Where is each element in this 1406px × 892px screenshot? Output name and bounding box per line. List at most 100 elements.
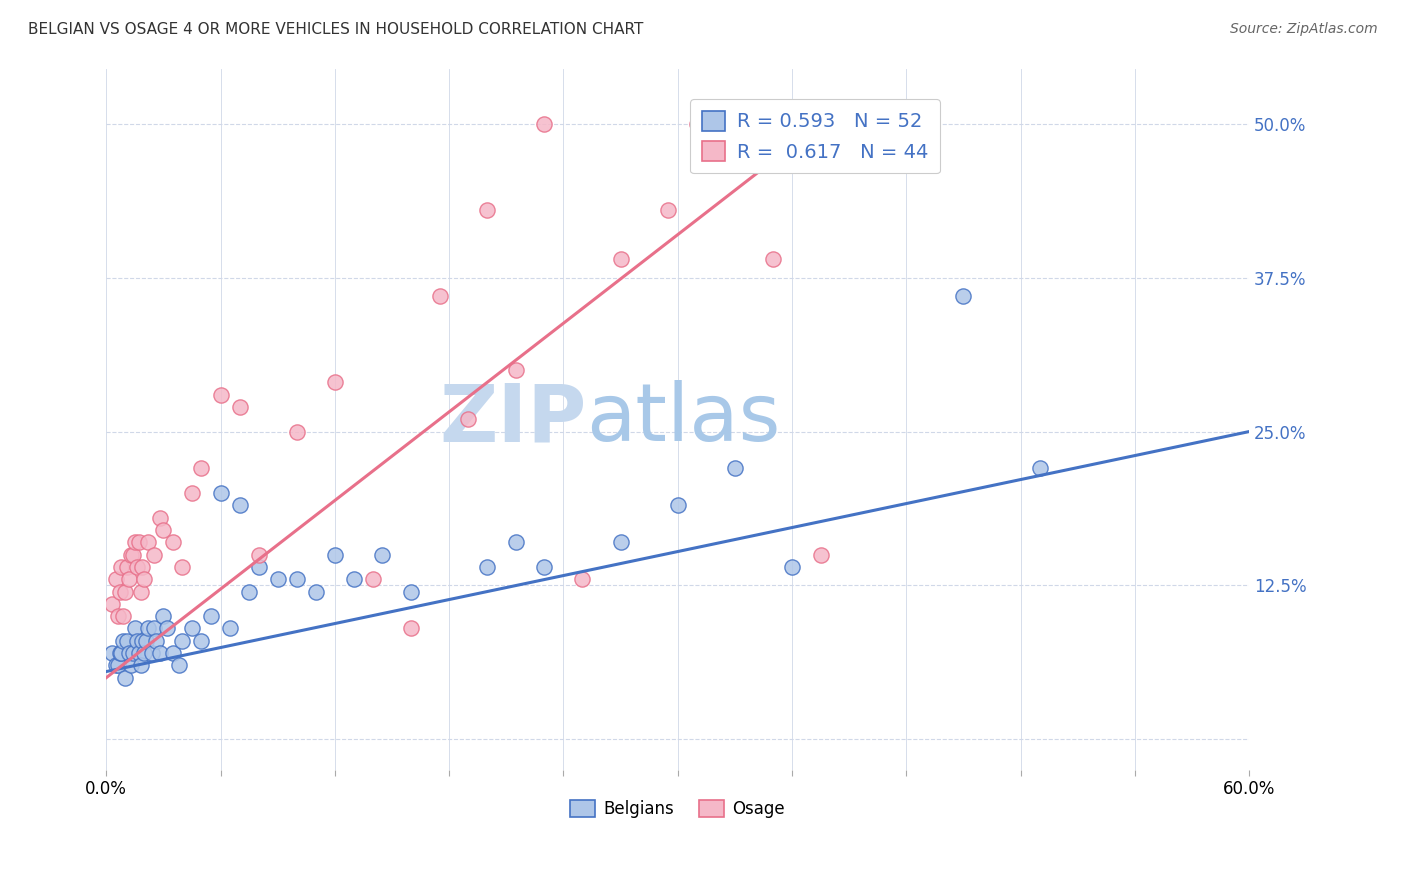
Point xyxy=(399,622,422,636)
Point xyxy=(780,560,803,574)
Point xyxy=(124,622,146,636)
Point xyxy=(162,646,184,660)
Point xyxy=(115,633,138,648)
Point xyxy=(190,461,212,475)
Point xyxy=(266,572,288,586)
Point xyxy=(118,572,141,586)
Point xyxy=(172,560,194,574)
Point xyxy=(247,548,270,562)
Point xyxy=(724,461,747,475)
Point xyxy=(114,584,136,599)
Point xyxy=(209,486,232,500)
Point xyxy=(609,535,631,549)
Point xyxy=(118,646,141,660)
Text: atlas: atlas xyxy=(586,380,780,458)
Point xyxy=(128,535,150,549)
Point xyxy=(323,376,346,390)
Point xyxy=(952,289,974,303)
Point xyxy=(247,560,270,574)
Point xyxy=(156,622,179,636)
Point xyxy=(152,609,174,624)
Point xyxy=(142,548,165,562)
Point xyxy=(112,609,135,624)
Point xyxy=(571,572,593,586)
Point xyxy=(101,597,124,611)
Point xyxy=(609,252,631,267)
Point xyxy=(724,153,747,168)
Point xyxy=(124,535,146,549)
Point xyxy=(145,633,167,648)
Point xyxy=(167,658,190,673)
Legend: Belgians, Osage: Belgians, Osage xyxy=(564,793,792,825)
Point xyxy=(134,646,156,660)
Point xyxy=(686,117,709,131)
Point xyxy=(110,560,132,574)
Text: BELGIAN VS OSAGE 4 OR MORE VEHICLES IN HOUSEHOLD CORRELATION CHART: BELGIAN VS OSAGE 4 OR MORE VEHICLES IN H… xyxy=(28,22,644,37)
Point xyxy=(134,572,156,586)
Point xyxy=(125,633,148,648)
Point xyxy=(107,609,129,624)
Point xyxy=(305,584,328,599)
Point xyxy=(162,535,184,549)
Point xyxy=(128,646,150,660)
Point xyxy=(343,572,366,586)
Point xyxy=(228,499,250,513)
Point xyxy=(115,560,138,574)
Point xyxy=(666,499,689,513)
Point xyxy=(200,609,222,624)
Point xyxy=(101,646,124,660)
Point xyxy=(477,202,499,217)
Point xyxy=(657,202,679,217)
Point xyxy=(285,425,308,439)
Point xyxy=(505,535,527,549)
Point xyxy=(122,646,145,660)
Point xyxy=(190,633,212,648)
Point xyxy=(1028,461,1050,475)
Point xyxy=(371,548,394,562)
Point xyxy=(131,560,153,574)
Point xyxy=(361,572,384,586)
Point xyxy=(533,560,555,574)
Point xyxy=(142,622,165,636)
Point xyxy=(505,363,527,377)
Text: Source: ZipAtlas.com: Source: ZipAtlas.com xyxy=(1230,22,1378,37)
Point xyxy=(533,117,555,131)
Point xyxy=(238,584,260,599)
Point xyxy=(129,658,152,673)
Point xyxy=(108,584,131,599)
Text: ZIP: ZIP xyxy=(439,380,586,458)
Point xyxy=(152,523,174,537)
Point xyxy=(323,548,346,562)
Point xyxy=(104,658,127,673)
Point xyxy=(120,658,142,673)
Point xyxy=(107,658,129,673)
Point xyxy=(285,572,308,586)
Point xyxy=(120,548,142,562)
Point xyxy=(209,387,232,401)
Point xyxy=(429,289,451,303)
Point xyxy=(135,633,157,648)
Point xyxy=(129,584,152,599)
Point xyxy=(399,584,422,599)
Point xyxy=(228,400,250,414)
Point xyxy=(141,646,163,660)
Point xyxy=(104,572,127,586)
Point xyxy=(131,633,153,648)
Point xyxy=(125,560,148,574)
Point xyxy=(148,646,170,660)
Point xyxy=(477,560,499,574)
Point xyxy=(457,412,479,426)
Point xyxy=(219,622,242,636)
Point xyxy=(181,622,204,636)
Point xyxy=(181,486,204,500)
Point xyxy=(172,633,194,648)
Point xyxy=(148,510,170,524)
Point xyxy=(122,548,145,562)
Point xyxy=(108,646,131,660)
Point xyxy=(110,646,132,660)
Point xyxy=(136,535,159,549)
Point xyxy=(762,252,785,267)
Point xyxy=(136,622,159,636)
Point xyxy=(114,671,136,685)
Point xyxy=(112,633,135,648)
